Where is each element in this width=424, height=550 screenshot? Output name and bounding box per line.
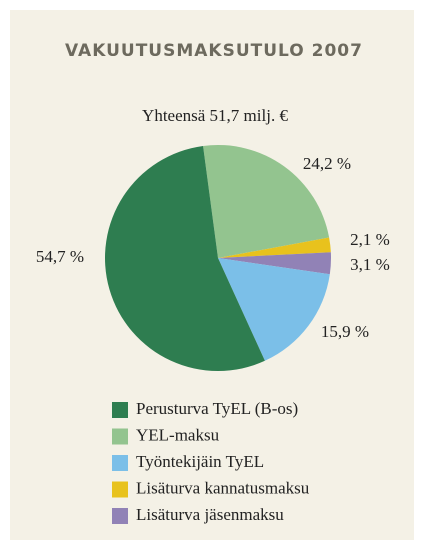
data-label: 54,7 % xyxy=(36,247,84,266)
legend-label: Lisäturva kannatusmaksu xyxy=(136,478,310,497)
pie-slice xyxy=(218,237,331,258)
pie-slice xyxy=(203,145,330,258)
pie-slice xyxy=(104,145,265,372)
pie-slice xyxy=(218,258,330,361)
legend-swatch xyxy=(112,481,128,498)
legend-swatch xyxy=(112,508,128,524)
legend-swatch xyxy=(112,402,128,418)
pie-slice xyxy=(218,252,331,275)
data-label: 15,9 % xyxy=(321,322,369,341)
legend-swatch xyxy=(112,428,128,445)
data-label: 24,2 % xyxy=(303,154,351,173)
data-label: 3,1 % xyxy=(350,255,390,274)
legend-label: YEL-maksu xyxy=(136,425,220,444)
legend-label: Lisäturva jäsenmaksu xyxy=(136,505,284,524)
legend-label: Työntekijäin TyEL xyxy=(136,452,264,471)
data-label: 2,1 % xyxy=(350,230,390,249)
legend-swatch xyxy=(112,455,128,471)
chart-title: VAKUUTUSMAKSUTULO 2007 xyxy=(65,41,363,61)
legend-label: Perusturva TyEL (B-os) xyxy=(136,399,298,418)
subtitle: Yhteensä 51,7 milj. € xyxy=(142,106,288,125)
